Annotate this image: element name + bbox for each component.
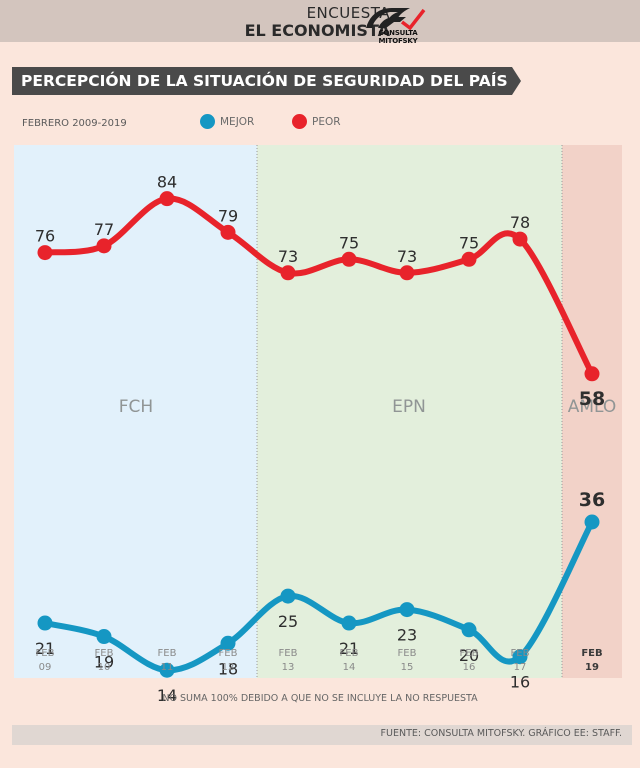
- data-label-peor-5: 75: [339, 233, 359, 252]
- x-tick-label-9-bottom: 19: [585, 662, 599, 673]
- brand-line1: ENCUESTA: [306, 4, 390, 22]
- data-label-peor-1: 77: [94, 220, 114, 239]
- data-label-peor-8: 78: [510, 213, 530, 232]
- series-line-mejor: [42, 519, 595, 674]
- data-label-peor-3: 79: [218, 206, 238, 225]
- mitofsky-logo-icon: [366, 8, 426, 31]
- data-label-mejor-6: 23: [397, 626, 417, 645]
- legend-mejor-label: MEJOR: [220, 115, 255, 128]
- data-point-peor-4: [280, 265, 296, 281]
- x-tick-label-9-top: FEB: [581, 648, 602, 659]
- data-point-mejor-6: [399, 602, 415, 618]
- period-label-epn: EPN: [392, 397, 426, 417]
- x-tick-label-6-bottom: 15: [401, 662, 414, 673]
- data-point-peor-2: [159, 191, 175, 207]
- data-point-mejor-3: [220, 635, 236, 651]
- period-label-fch: FCH: [119, 397, 153, 417]
- x-tick-label-6-top: FEB: [398, 648, 417, 659]
- legend-mejor-dot-icon: [200, 114, 215, 129]
- data-point-peor-0: [37, 245, 53, 261]
- data-label-mejor-4: 25: [278, 612, 298, 631]
- data-point-peor-8: [512, 231, 528, 247]
- chart-subtitle: FEBRERO 2009-2019: [22, 118, 127, 129]
- x-tick-label-0-top: FEB: [36, 648, 55, 659]
- source-text: FUENTE: CONSULTA MITOFSKY. GRÁFICO EE: S…: [380, 728, 622, 739]
- data-label-peor-4: 73: [278, 247, 298, 266]
- period-band-amlo: [562, 145, 622, 678]
- data-point-peor-7: [461, 251, 477, 267]
- data-label-mejor-5: 21: [339, 639, 359, 658]
- brand-line2: EL ECONOMISTA: [244, 21, 390, 40]
- brand: ENCUESTA EL ECONOMISTA: [150, 4, 390, 40]
- period-band-fch: [14, 145, 257, 678]
- x-tick-label-4-bottom: 13: [282, 662, 295, 673]
- footnote: NO SUMA 100% DEBIDO A QUE NO SE INCLUYE …: [162, 693, 478, 704]
- data-label-peor-0: 76: [35, 227, 55, 246]
- x-tick-label-2-bottom: 11: [161, 662, 174, 673]
- x-tick-label-8-bottom: 17: [514, 662, 527, 673]
- x-tick-label-0-bottom: 09: [39, 662, 52, 673]
- x-tick-label-2-top: FEB: [158, 648, 177, 659]
- header-band: [0, 0, 640, 42]
- data-point-mejor-8: [512, 649, 528, 665]
- data-point-peor-6: [399, 265, 415, 281]
- data-label-peor-7: 75: [459, 233, 479, 252]
- x-tick-label-7-bottom: 16: [463, 662, 476, 673]
- data-label-mejor-2: 14: [157, 686, 177, 705]
- x-tick-label-3-bottom: 12: [222, 662, 235, 673]
- x-tick-label-1-top: FEB: [95, 648, 114, 659]
- data-label-mejor-3: 18: [218, 659, 238, 678]
- data-point-mejor-0: [37, 615, 53, 631]
- data-label-peor-6: 73: [397, 247, 417, 266]
- source-bar: FUENTE: CONSULTA MITOFSKY. GRÁFICO EE: S…: [12, 725, 632, 745]
- data-point-mejor-2: [159, 662, 175, 678]
- data-point-peor-5: [341, 251, 357, 267]
- x-tick-label-4-top: FEB: [279, 648, 298, 659]
- data-point-mejor-1: [96, 629, 112, 645]
- legend-peor-label: PEOR: [312, 115, 341, 128]
- data-label-mejor-9: 36: [579, 489, 605, 511]
- legend-mejor: MEJOR: [200, 114, 254, 129]
- data-label-mejor-0: 21: [35, 639, 55, 658]
- series-line-peor: [42, 195, 595, 377]
- data-label-mejor-7: 20: [459, 646, 479, 665]
- x-tick-label-1-bottom: 10: [98, 662, 111, 673]
- data-point-mejor-4: [280, 588, 296, 604]
- legend-peor-dot-icon: [292, 114, 307, 129]
- x-tick-label-7-top: FEB: [460, 648, 479, 659]
- data-point-mejor-5: [341, 615, 357, 631]
- legend-peor: PEOR: [292, 114, 341, 129]
- data-label-mejor-8: 16: [510, 673, 530, 692]
- data-point-peor-1: [96, 238, 112, 254]
- header-notch: [0, 30, 640, 42]
- period-label-amlo: AMLO: [568, 397, 617, 417]
- data-point-peor-9: [584, 366, 600, 382]
- data-label-peor-2: 84: [157, 173, 177, 192]
- x-tick-label-5-top: FEB: [340, 648, 359, 659]
- x-tick-label-8-top: FEB: [511, 648, 530, 659]
- title-arrow: [512, 67, 521, 95]
- data-point-mejor-7: [461, 622, 477, 638]
- logo-text: CONSULTA MITOFSKY: [378, 29, 418, 45]
- data-label-peor-9: 58: [579, 388, 605, 410]
- data-label-mejor-1: 19: [94, 653, 114, 672]
- x-tick-label-5-bottom: 14: [343, 662, 356, 673]
- x-tick-label-3-top: FEB: [219, 648, 238, 659]
- data-point-mejor-9: [584, 514, 600, 530]
- data-point-peor-3: [220, 224, 236, 240]
- chart-title: PERCEPCIÓN DE LA SITUACIÓN DE SEGURIDAD …: [12, 67, 512, 95]
